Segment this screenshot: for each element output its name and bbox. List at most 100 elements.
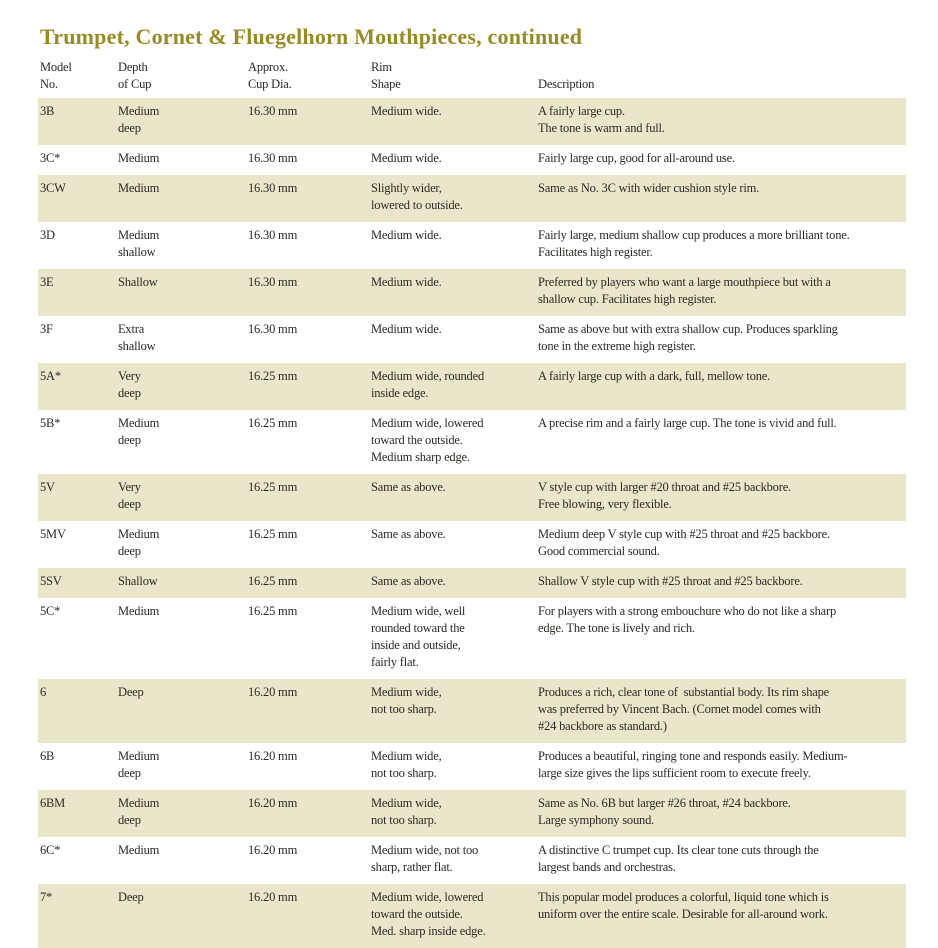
cell-model-no: 7* [40,890,53,904]
cell-description: Fairly large, medium shallow cup produce… [538,228,850,259]
table-body: 3B Medium deep 16.30 mm Medium wide. A f… [38,98,906,948]
cell-rim-shape: Medium wide, not too sharp. [371,796,442,827]
cell-description: Produces a rich, clear tone of substanti… [538,685,830,733]
cell-description: Medium deep V style cup with #25 throat … [538,527,830,558]
cell-approx-cup-dia: 16.25 mm [248,416,298,430]
cell-description: This popular model produces a colorful, … [538,890,829,921]
cell-depth-of-cup: Shallow [118,574,158,588]
cell-depth-of-cup: Medium [118,604,160,618]
cell-approx-cup-dia: 16.20 mm [248,749,298,763]
cell-description: For players with a strong embouchure who… [538,604,837,635]
table-row: 6C* Medium 16.20 mm Medium wide, not too… [38,837,906,884]
cell-model-no: 5B* [40,416,61,430]
column-header-approx-cup-dia: Approx. Cup Dia. [248,60,292,91]
cell-depth-of-cup: Medium [118,843,160,857]
cell-depth-of-cup: Medium deep [118,104,160,135]
cell-approx-cup-dia: 16.25 mm [248,604,298,618]
cell-description: Shallow V style cup with #25 throat and … [538,574,803,588]
cell-approx-cup-dia: 16.20 mm [248,843,298,857]
column-header-depth-of-cup: Depth of Cup [118,60,152,91]
cell-model-no: 6BM [40,796,66,810]
column-header-rim-shape: Rim Shape [371,60,401,91]
cell-depth-of-cup: Medium deep [118,416,160,447]
cell-rim-shape: Medium wide. [371,228,442,242]
table-row: 6 Deep 16.20 mm Medium wide, not too sha… [38,679,906,743]
cell-description: Fairly large cup, good for all-around us… [538,151,735,165]
cell-rim-shape: Same as above. [371,574,446,588]
cell-approx-cup-dia: 16.20 mm [248,685,298,699]
cell-approx-cup-dia: 16.30 mm [248,181,298,195]
cell-approx-cup-dia: 16.20 mm [248,796,298,810]
cell-model-no: 6 [40,685,47,699]
table-row: 6BM Medium deep 16.20 mm Medium wide, no… [38,790,906,837]
cell-description: A fairly large cup with a dark, full, me… [538,369,771,383]
cell-depth-of-cup: Medium shallow [118,228,160,259]
table-row: 3F Extra shallow 16.30 mm Medium wide. S… [38,316,906,363]
table-row: 3D Medium shallow 16.30 mm Medium wide. … [38,222,906,269]
cell-rim-shape: Same as above. [371,480,446,494]
cell-approx-cup-dia: 16.30 mm [248,228,298,242]
cell-model-no: 5A* [40,369,61,383]
cell-model-no: 3D [40,228,55,242]
cell-approx-cup-dia: 16.25 mm [248,369,298,383]
table-row: 5A* Very deep 16.25 mm Medium wide, roun… [38,363,906,410]
cell-description: Preferred by players who want a large mo… [538,275,831,306]
table-header-row: Model No. Depth of Cup Approx. Cup Dia. … [38,59,906,93]
cell-description: Same as No. 6B but larger #26 throat, #2… [538,796,791,827]
cell-model-no: 6B [40,749,55,763]
table-row: 5C* Medium 16.25 mm Medium wide, well ro… [38,598,906,679]
cell-description: V style cup with larger #20 throat and #… [538,480,791,511]
table-row: 3E Shallow 16.30 mm Medium wide. Preferr… [38,269,906,316]
cell-approx-cup-dia: 16.25 mm [248,527,298,541]
cell-rim-shape: Medium wide, not too sharp. [371,685,442,716]
table-row: 3CW Medium 16.30 mm Slightly wider, lowe… [38,175,906,222]
cell-description: A precise rim and a fairly large cup. Th… [538,416,837,430]
cell-rim-shape: Medium wide. [371,151,442,165]
cell-model-no: 3CW [40,181,66,195]
cell-rim-shape: Medium wide. [371,322,442,336]
table-row: 7* Deep 16.20 mm Medium wide, lowered to… [38,884,906,948]
cell-rim-shape: Slightly wider, lowered to outside. [371,181,463,212]
cell-approx-cup-dia: 16.20 mm [248,890,298,904]
cell-description: Same as No. 3C with wider cushion style … [538,181,760,195]
cell-model-no: 6C* [40,843,61,857]
cell-model-no: 3C* [40,151,61,165]
cell-depth-of-cup: Shallow [118,275,158,289]
cell-depth-of-cup: Very deep [118,369,141,400]
cell-depth-of-cup: Medium [118,181,160,195]
cell-model-no: 5MV [40,527,66,541]
table-row: 6B Medium deep 16.20 mm Medium wide, not… [38,743,906,790]
column-header-description: Description [538,77,595,91]
cell-model-no: 5V [40,480,55,494]
column-header-model-no: Model No. [40,60,72,91]
cell-approx-cup-dia: 16.25 mm [248,480,298,494]
table-row: 5B* Medium deep 16.25 mm Medium wide, lo… [38,410,906,474]
cell-approx-cup-dia: 16.30 mm [248,322,298,336]
cell-approx-cup-dia: 16.30 mm [248,151,298,165]
cell-model-no: 3E [40,275,54,289]
page-title: Trumpet, Cornet & Fluegelhorn Mouthpiece… [40,24,583,49]
cell-model-no: 5SV [40,574,62,588]
cell-depth-of-cup: Very deep [118,480,141,511]
cell-rim-shape: Medium wide, rounded inside edge. [371,369,484,400]
cell-depth-of-cup: Deep [118,890,144,904]
cell-rim-shape: Medium wide. [371,104,442,118]
table-row: 5V Very deep 16.25 mm Same as above. V s… [38,474,906,521]
cell-rim-shape: Medium wide. [371,275,442,289]
cell-rim-shape: Medium wide, well rounded toward the ins… [371,604,466,669]
cell-depth-of-cup: Extra shallow [118,322,156,353]
table-row: 5SV Shallow 16.25 mm Same as above. Shal… [38,568,906,598]
table-row: 5MV Medium deep 16.25 mm Same as above. … [38,521,906,568]
cell-model-no: 3F [40,322,53,336]
cell-model-no: 3B [40,104,55,118]
mouthpiece-table: Model No. Depth of Cup Approx. Cup Dia. … [38,59,906,948]
cell-description: Produces a beautiful, ringing tone and r… [538,749,848,780]
cell-description: A distinctive C trumpet cup. Its clear t… [538,843,819,874]
cell-approx-cup-dia: 16.30 mm [248,104,298,118]
cell-approx-cup-dia: 16.30 mm [248,275,298,289]
cell-rim-shape: Medium wide, lowered toward the outside.… [371,416,484,464]
cell-rim-shape: Same as above. [371,527,446,541]
cell-depth-of-cup: Medium deep [118,749,160,780]
cell-approx-cup-dia: 16.25 mm [248,574,298,588]
